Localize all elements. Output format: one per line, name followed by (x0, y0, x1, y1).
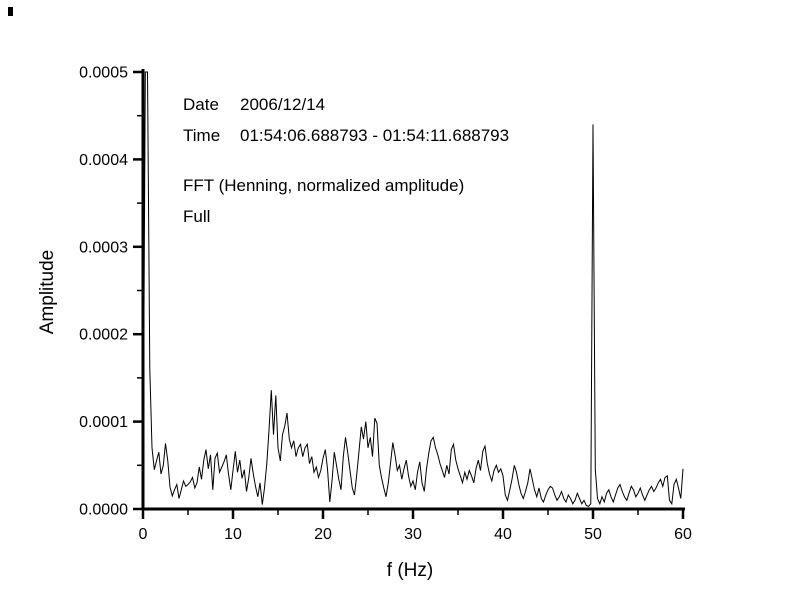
y-tick-label: 0.0004 (79, 152, 128, 169)
screen-artifact-mark (8, 7, 13, 16)
date-row: Date 2006/12/14 (183, 89, 509, 120)
x-axis-title: f (Hz) (386, 560, 434, 581)
y-tick-label: 0.0000 (79, 502, 128, 519)
x-tick-label: 50 (584, 526, 602, 543)
x-tick-label: 10 (224, 526, 242, 543)
fft-info-line: FFT (Henning, normalized amplitude) (183, 176, 465, 195)
time-label: Time (183, 126, 221, 145)
date-value: 2006/12/14 (240, 95, 326, 114)
range-mode-line: Full (183, 207, 211, 226)
measurement-info-block: Date 2006/12/14 Time 01:54:06.688793 - 0… (183, 89, 509, 151)
y-tick-label: 0.0001 (79, 414, 128, 431)
x-tick-label: 20 (314, 526, 332, 543)
time-value: 01:54:06.688793 - 01:54:11.688793 (240, 126, 510, 145)
x-tick-label: 0 (139, 526, 148, 543)
x-tick-label: 40 (494, 526, 512, 543)
y-tick-label: 0.0003 (79, 239, 128, 256)
x-tick-label: 30 (404, 526, 422, 543)
fft-info-block: FFT (Henning, normalized amplitude) Full (183, 170, 464, 232)
y-axis-title: Amplitude (37, 249, 58, 335)
date-label: Date (183, 95, 219, 114)
time-row: Time 01:54:06.688793 - 01:54:11.688793 (183, 120, 509, 151)
y-tick-label: 0.0002 (79, 327, 128, 344)
y-tick-label: 0.0005 (79, 65, 128, 82)
fft-spectrum-line (142, 71, 684, 507)
x-tick-label: 60 (674, 526, 692, 543)
